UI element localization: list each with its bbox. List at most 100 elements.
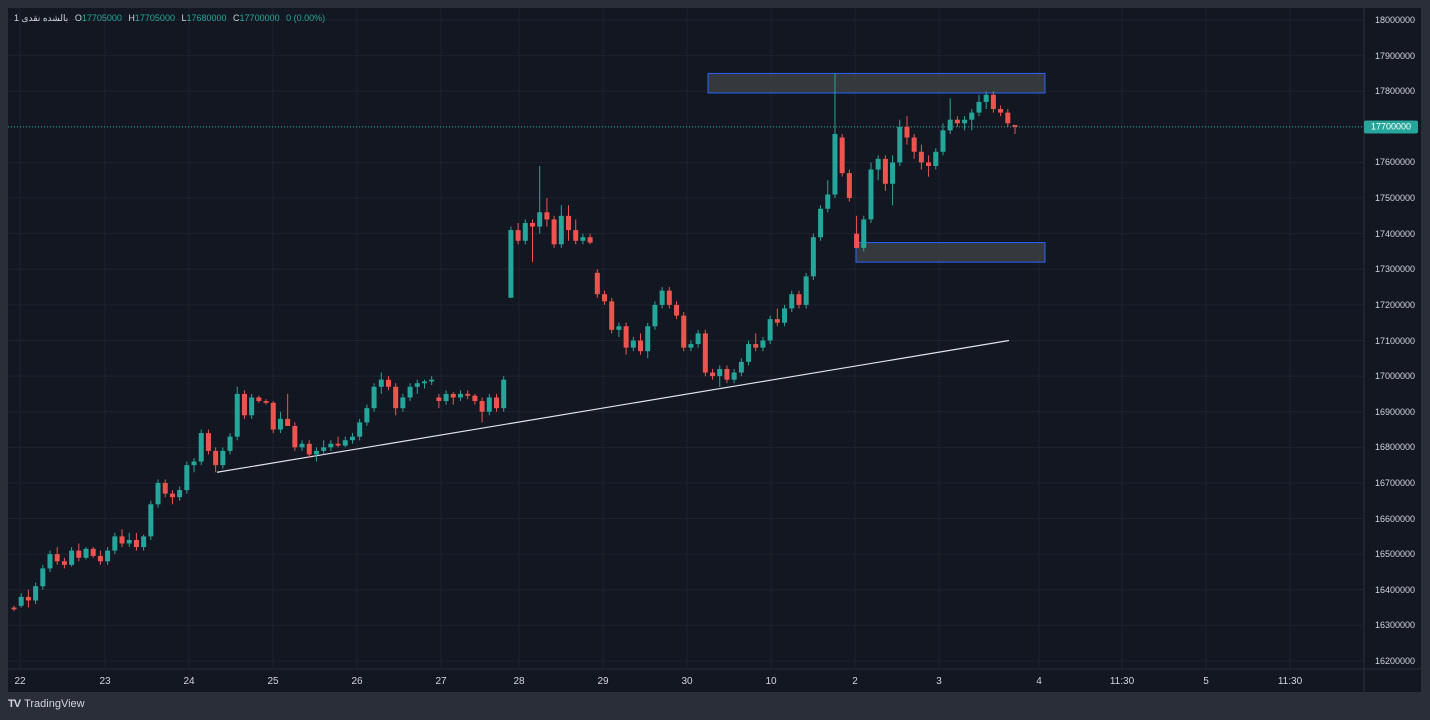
candle-body <box>177 490 183 498</box>
candle-body <box>393 386 399 409</box>
supply-demand-zone <box>707 72 1046 94</box>
candle-body <box>508 230 514 298</box>
candle-body <box>241 393 247 416</box>
candle-body <box>421 381 427 384</box>
candle-body <box>695 333 701 345</box>
chart-panel[interactable] <box>8 8 1421 692</box>
candle-body <box>90 548 96 556</box>
candle-body <box>746 344 752 362</box>
tradingview-logo-icon: TV <box>8 698 21 710</box>
candle-body <box>515 230 521 241</box>
candle-body <box>292 425 298 448</box>
candle-body <box>659 290 665 305</box>
candle-body <box>638 340 644 352</box>
price-tick-label: 17400000 <box>1374 228 1415 239</box>
price-axis[interactable]: 18000000 17900000 17800000 17700000 17600000… <box>1366 8 1421 669</box>
candle-body <box>465 393 471 396</box>
candle-body <box>630 340 636 348</box>
brand-name: TradingView <box>24 698 85 710</box>
candle-body <box>832 133 838 195</box>
candle-body <box>155 482 161 505</box>
time-tick-label: 28 <box>513 676 525 687</box>
candle-body <box>990 94 996 110</box>
candle-body <box>335 443 341 446</box>
footer-brand[interactable]: TV TradingView <box>8 698 85 710</box>
candle-body <box>846 173 852 199</box>
candle-body <box>349 436 355 441</box>
candle-body <box>666 290 672 305</box>
time-tick-label: 26 <box>351 676 363 687</box>
candle-body <box>234 393 240 437</box>
candle-body <box>126 539 132 544</box>
candle-body <box>933 151 939 167</box>
candle-body <box>609 301 615 330</box>
time-tick-label: 24 <box>183 676 195 687</box>
candle-body <box>587 237 593 243</box>
price-tick-label: 17000000 <box>1374 371 1415 382</box>
candle-body <box>378 379 384 387</box>
candle-body <box>11 607 17 610</box>
candle-body <box>911 137 917 152</box>
candle-body <box>594 272 600 295</box>
candle-body <box>645 326 651 352</box>
candle-body <box>148 504 154 537</box>
candle-body <box>40 568 46 587</box>
candle-body <box>299 443 305 448</box>
candle-body <box>688 344 694 348</box>
candle-body <box>983 94 989 102</box>
time-tick-label: 30 <box>681 676 693 687</box>
candle-body <box>249 397 255 416</box>
candle-body <box>385 379 391 387</box>
candle-body <box>818 208 824 238</box>
candle-body <box>782 308 788 323</box>
candle-body <box>573 230 579 241</box>
candle-body <box>738 361 744 373</box>
time-tick-label: 5 <box>1203 676 1209 687</box>
candle-body <box>227 436 233 451</box>
candle-body <box>436 397 442 402</box>
candle-body <box>198 433 204 462</box>
candle-body <box>328 443 334 448</box>
change-value: 0 (0.00%) <box>286 13 326 23</box>
candle-body <box>133 539 139 548</box>
candle-body <box>18 596 24 606</box>
candle-body <box>313 450 319 455</box>
price-tick-label: 18000000 <box>1374 15 1415 25</box>
candle-body <box>940 130 946 152</box>
close-label: C <box>233 13 240 23</box>
candle-body <box>861 219 867 248</box>
candle-body <box>205 433 211 451</box>
candle-body <box>918 151 924 163</box>
time-tick-label: 23 <box>99 676 111 687</box>
candle-body <box>616 326 622 330</box>
candle-body <box>969 112 975 120</box>
candle-body <box>1012 125 1018 127</box>
candle-body <box>976 101 982 113</box>
price-tick-label: 17800000 <box>1374 86 1415 97</box>
price-tick-label: 17600000 <box>1374 157 1415 168</box>
price-tick-label: 17300000 <box>1374 264 1415 275</box>
candle-body <box>789 294 795 309</box>
candle-body <box>1005 112 1011 124</box>
candle-body <box>407 386 413 398</box>
last-price-tag: 17700000 <box>1364 120 1418 134</box>
candle-body <box>580 237 586 241</box>
time-tick-label: 27 <box>435 676 447 687</box>
candle-body <box>220 450 226 466</box>
candle-body <box>530 222 536 227</box>
candle-body <box>277 418 283 430</box>
candle-body <box>681 315 687 348</box>
time-tick-label: 11:30 <box>1277 676 1303 687</box>
candle-body <box>54 554 60 562</box>
candle-body <box>450 393 456 398</box>
price-tick-label: 16700000 <box>1374 477 1415 488</box>
candle-body <box>414 383 420 387</box>
candle-body <box>501 379 507 409</box>
candle-body <box>119 536 125 544</box>
time-tick-label: 2 <box>852 676 858 687</box>
candle-body <box>753 344 759 348</box>
candle-body <box>429 379 435 382</box>
price-tick-label: 17900000 <box>1374 50 1415 61</box>
symbol-name: 1 بالشده نقدی <box>14 13 69 23</box>
